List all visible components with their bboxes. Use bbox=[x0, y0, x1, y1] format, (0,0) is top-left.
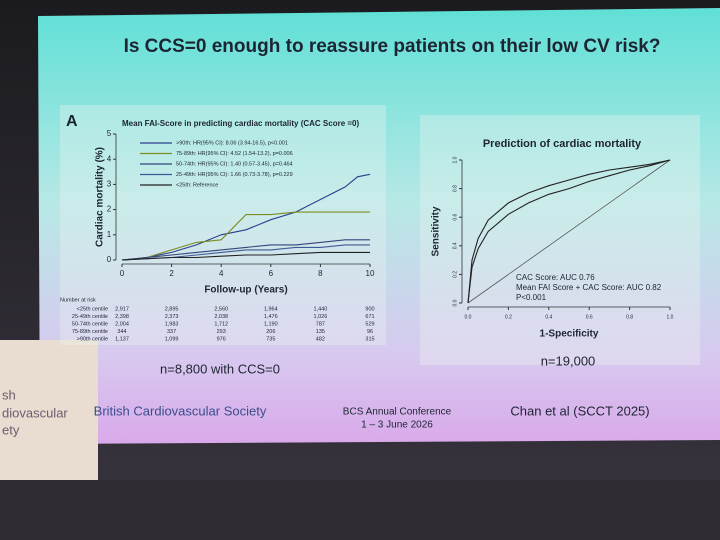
footer: 1 – 3 June 2026 bbox=[361, 420, 433, 431]
reference-diagonal bbox=[467, 159, 671, 304]
risk-cell: 96 bbox=[367, 329, 373, 335]
risk-cell: 344 bbox=[117, 329, 126, 335]
legend-label: 50-74th: HR(95% CI): 1.40 (0.57-3.45), p… bbox=[176, 161, 293, 167]
x-tick-label: 0.8 bbox=[626, 314, 633, 320]
banner-text: diovascular bbox=[2, 405, 68, 420]
y-tick-label: 0 bbox=[107, 255, 112, 264]
y-tick-label: 2 bbox=[107, 205, 112, 214]
risk-row-label: 75-89th centile bbox=[72, 329, 108, 335]
risk-cell: 293 bbox=[217, 329, 226, 335]
risk-cell: 2,895 bbox=[165, 306, 179, 312]
series-line bbox=[467, 159, 671, 304]
x-tick-label: 0.6 bbox=[586, 314, 593, 320]
series-line bbox=[467, 159, 671, 304]
risk-cell: 2,373 bbox=[165, 314, 179, 320]
risk-cell: 482 bbox=[316, 336, 325, 342]
x-tick-label: 0.0 bbox=[465, 314, 472, 320]
legend-label: 25-49th: HR(95% CI): 1.66 (0.73-3.78), p… bbox=[176, 172, 293, 178]
note: n=19,000 bbox=[541, 353, 596, 368]
risk-cell: 2,038 bbox=[214, 314, 228, 320]
x-tick-label: 1.0 bbox=[667, 314, 674, 320]
y-tick-label: 0.8 bbox=[452, 185, 458, 192]
x-tick-label: 6 bbox=[269, 269, 274, 278]
annotation: P<0.001 bbox=[516, 293, 547, 302]
risk-row-label: 50-74th centile bbox=[72, 321, 108, 327]
y-axis-label: Sensitivity bbox=[431, 206, 442, 256]
risk-cell: 315 bbox=[365, 336, 374, 342]
risk-cell: 1,983 bbox=[165, 321, 179, 327]
risk-cell: 529 bbox=[365, 321, 374, 327]
y-axis-label: Cardiac mortality (%) bbox=[95, 147, 106, 247]
risk-cell: 1,137 bbox=[115, 336, 129, 342]
legend-label: 75-89th: HR(95% CI): 4.52 (1.54-13.2), p… bbox=[176, 151, 293, 157]
banner bbox=[0, 340, 98, 480]
risk-header: Number at risk bbox=[60, 297, 96, 303]
y-tick-label: 0.6 bbox=[452, 214, 458, 221]
floor bbox=[0, 480, 720, 540]
y-tick-label: 0.2 bbox=[452, 271, 458, 278]
panel-label: A bbox=[66, 113, 78, 130]
x-axis-label: 1-Specificity bbox=[540, 329, 599, 340]
risk-cell: 787 bbox=[316, 321, 325, 327]
legend-label: Mean FAI Score + CAC Score: AUC 0.82 bbox=[516, 283, 662, 292]
risk-row-label: 25-49th centile bbox=[72, 314, 108, 320]
risk-cell: 135 bbox=[316, 329, 325, 335]
series-line bbox=[121, 239, 370, 261]
x-tick-label: 0 bbox=[120, 269, 125, 278]
footer: BCS Annual Conference bbox=[343, 407, 452, 418]
risk-cell: 1,712 bbox=[214, 321, 228, 327]
y-tick-label: 1.0 bbox=[452, 156, 458, 163]
x-tick-label: 2 bbox=[169, 269, 174, 278]
risk-cell: 735 bbox=[266, 336, 275, 342]
x-tick-label: 0.4 bbox=[545, 314, 552, 320]
chart-title: Mean FAI-Score in predicting cardiac mor… bbox=[122, 119, 360, 128]
y-tick-label: 0.4 bbox=[452, 242, 458, 249]
x-tick-label: 10 bbox=[366, 269, 375, 278]
x-tick-label: 0.2 bbox=[505, 314, 512, 320]
legend-label: >90th: HR(95% CI): 8.06 (3.94-16.5), p<0… bbox=[176, 140, 288, 146]
y-tick-label: 3 bbox=[107, 180, 112, 189]
risk-row-label: <25th centile bbox=[77, 306, 108, 312]
legend-label: CAC Score: AUC 0.76 bbox=[516, 273, 595, 282]
risk-cell: 2,004 bbox=[115, 321, 129, 327]
y-tick-label: 0.0 bbox=[452, 299, 458, 306]
risk-cell: 1,964 bbox=[264, 306, 278, 312]
y-tick-label: 4 bbox=[107, 154, 112, 163]
risk-cell: 900 bbox=[365, 306, 374, 312]
risk-cell: 1,190 bbox=[264, 321, 278, 327]
y-tick-label: 5 bbox=[107, 129, 112, 138]
x-tick-label: 4 bbox=[219, 269, 224, 278]
panel-a-bg bbox=[60, 105, 386, 345]
series-line bbox=[121, 211, 370, 261]
risk-cell: 206 bbox=[266, 329, 275, 335]
banner-text: ety bbox=[2, 422, 20, 437]
risk-cell: 337 bbox=[167, 329, 176, 335]
series-line bbox=[121, 251, 370, 261]
risk-cell: 2,398 bbox=[115, 314, 129, 320]
footer: Chan et al (SCCT 2025) bbox=[510, 403, 649, 418]
panel-b-bg bbox=[420, 115, 700, 365]
x-tick-label: 8 bbox=[318, 269, 323, 278]
risk-cell: 2,560 bbox=[214, 306, 228, 312]
risk-cell: 1,440 bbox=[314, 306, 328, 312]
risk-cell: 671 bbox=[365, 314, 374, 320]
banner-text: sh bbox=[2, 387, 16, 402]
risk-cell: 976 bbox=[217, 336, 226, 342]
y-tick-label: 1 bbox=[107, 230, 112, 239]
risk-cell: 1,026 bbox=[314, 314, 328, 320]
slide-title: Is CCS=0 enough to reassure patients on … bbox=[124, 36, 661, 57]
slide bbox=[38, 8, 720, 444]
note: n=8,800 with CCS=0 bbox=[160, 361, 280, 376]
risk-cell: 1,099 bbox=[165, 336, 179, 342]
risk-row-label: >90th centile bbox=[77, 336, 108, 342]
legend-label: <25th: Reference bbox=[176, 182, 218, 188]
risk-cell: 1,476 bbox=[264, 314, 278, 320]
risk-cell: 2,917 bbox=[115, 306, 129, 312]
series-line bbox=[121, 173, 371, 261]
x-axis-label: Follow-up (Years) bbox=[204, 285, 287, 296]
chart-title: Prediction of cardiac mortality bbox=[483, 138, 642, 150]
footer: British Cardiovascular Society bbox=[94, 403, 267, 418]
